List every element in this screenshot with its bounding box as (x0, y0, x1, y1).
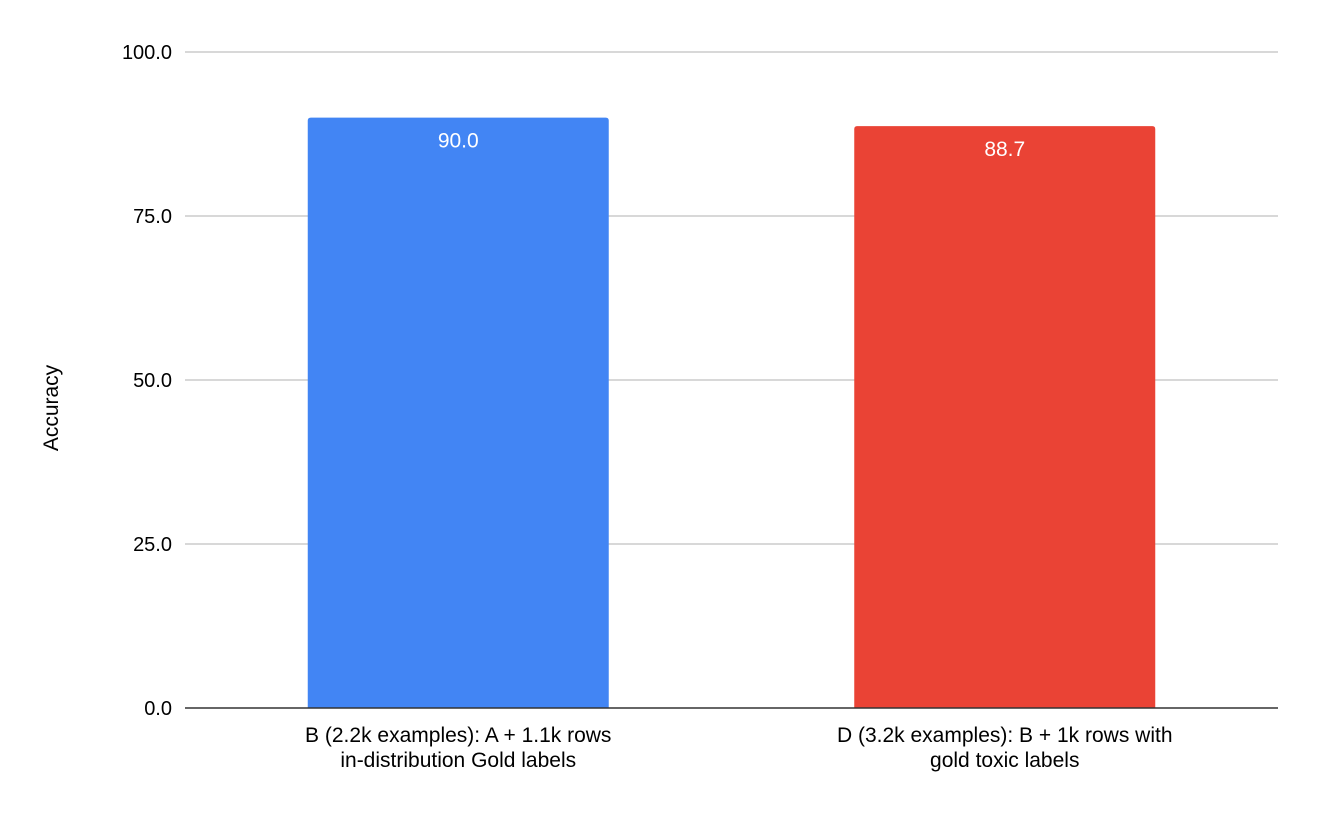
x-tick-label: D (3.2k examples): B + 1k rows with (837, 724, 1173, 747)
x-tick-label: in-distribution Gold labels (340, 749, 576, 772)
y-tick-label: 100.0 (122, 42, 172, 64)
data-label: 88.7 (984, 138, 1025, 161)
x-axis-labels: B (2.2k examples): A + 1.1k rowsin-distr… (305, 724, 1172, 772)
y-axis-ticks: 0.0 25.0 50.0 75.0 100.0 (122, 42, 172, 720)
x-tick-label: B (2.2k examples): A + 1.1k rows (305, 724, 611, 747)
y-tick-label: 0.0 (144, 698, 172, 720)
y-axis-label: Accuracy (40, 364, 63, 451)
x-tick-label: gold toxic labels (930, 749, 1079, 772)
y-tick-label: 25.0 (133, 534, 172, 556)
bars: 90.0 88.7 (307, 117, 1156, 709)
y-tick-label: 75.0 (133, 206, 172, 228)
bar (307, 117, 609, 709)
bar (854, 126, 1156, 709)
y-tick-label: 50.0 (133, 370, 172, 392)
data-label: 90.0 (438, 130, 479, 153)
